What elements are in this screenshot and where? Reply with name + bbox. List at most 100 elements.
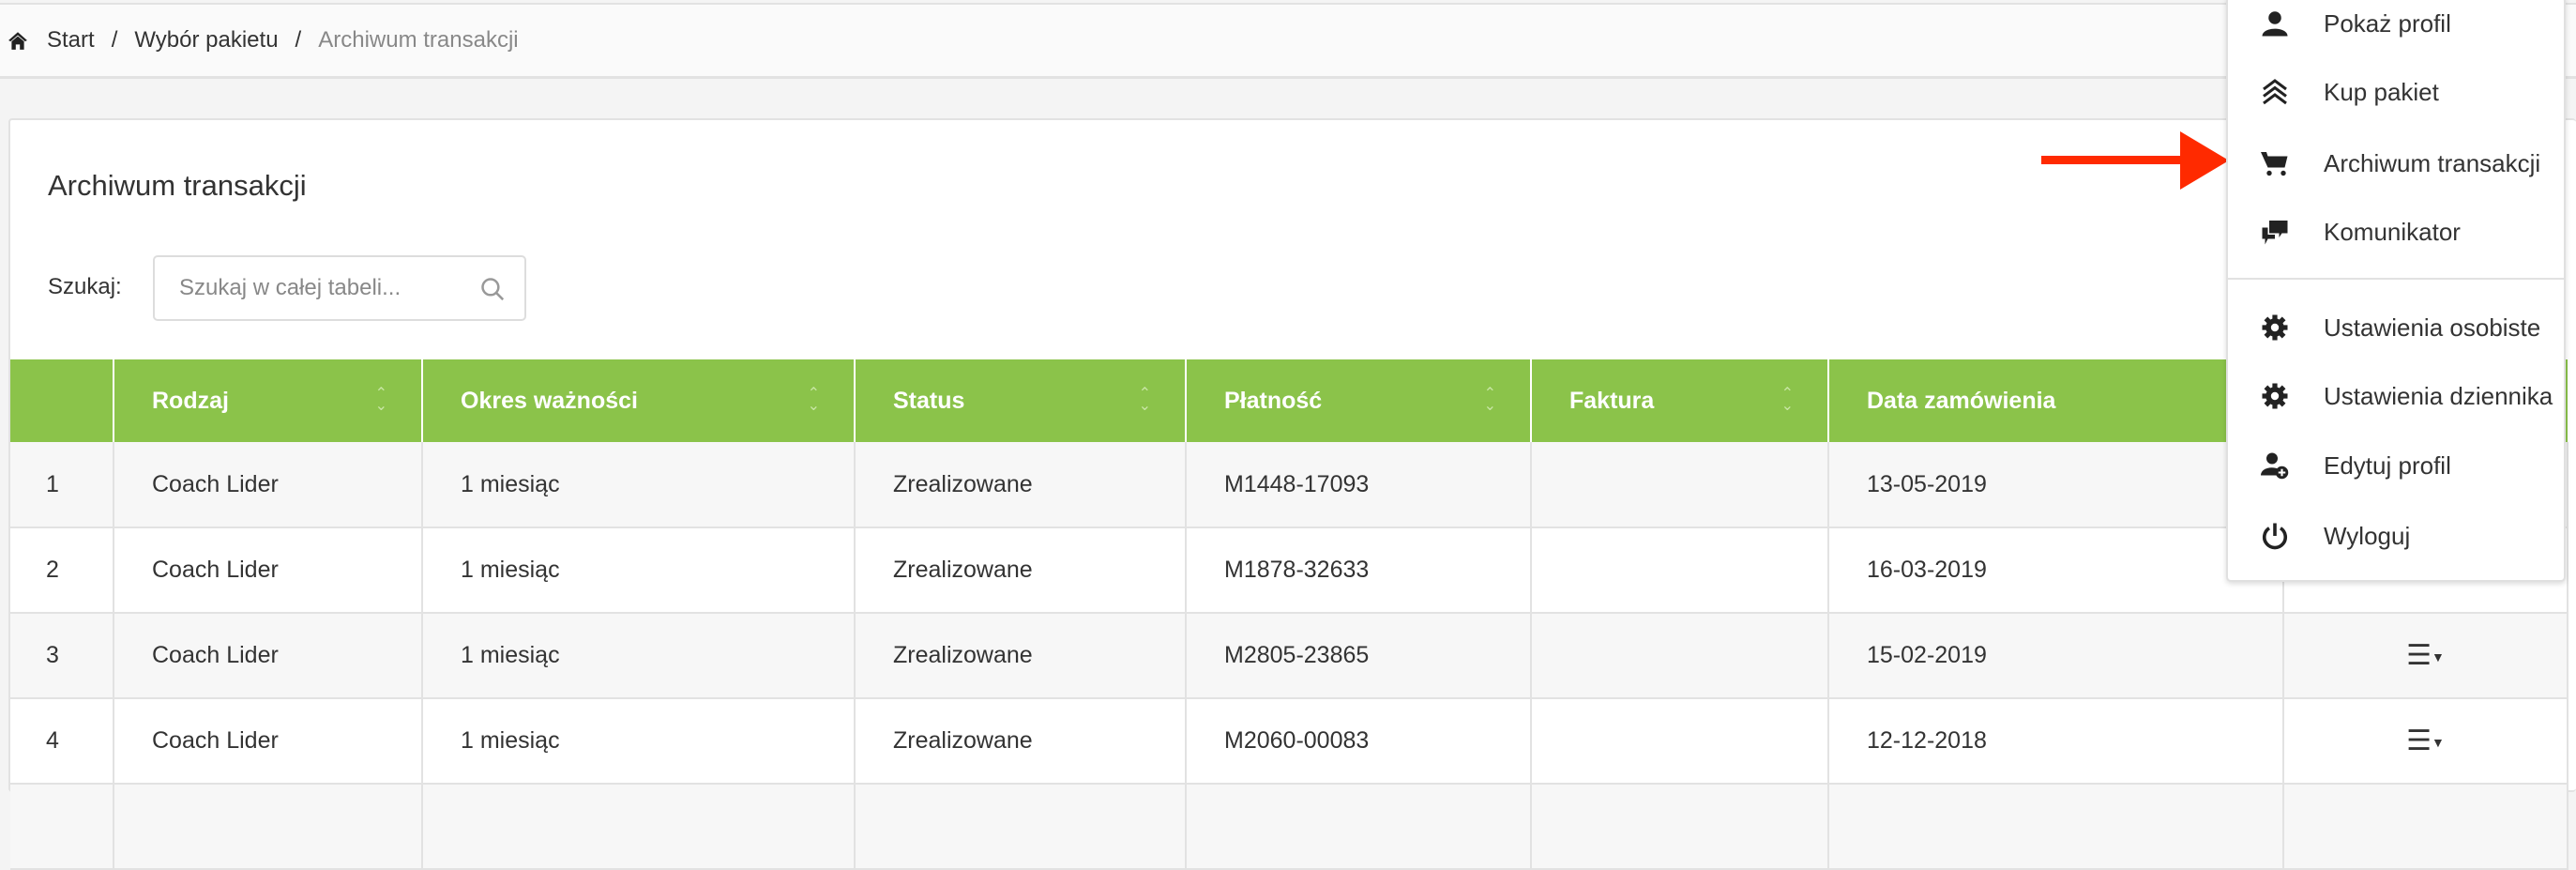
column-label: Płatność <box>1224 387 1323 414</box>
menu-item-label: Archiwum transakcji <box>2324 148 2541 177</box>
row-number: 3 <box>10 613 114 699</box>
annotation-arrow-icon <box>2041 131 2229 190</box>
empty-cell <box>854 784 1187 870</box>
menu-item-label: Kup pakiet <box>2324 77 2439 106</box>
breadcrumb-separator: / <box>295 27 302 53</box>
status-cell: Zrealizowane <box>854 527 1187 614</box>
date-cell: 12-12-2018 <box>1827 698 2284 785</box>
row-actions-menu-button[interactable]: ☰▼ <box>2282 698 2568 785</box>
payment-cell: M2060-00083 <box>1185 698 1532 785</box>
power-icon <box>2262 523 2288 550</box>
search-input[interactable]: Szukaj w całej tabeli... <box>153 255 526 321</box>
column-label: Faktura <box>1569 387 1655 414</box>
payment-cell: M2805-23865 <box>1185 613 1532 699</box>
search-placeholder: Szukaj w całej tabeli... <box>179 275 402 300</box>
cart-icon <box>2261 152 2288 176</box>
column-header-status[interactable]: Status ⌃ ⌄ <box>854 359 1186 442</box>
column-label: Okres ważności <box>461 387 638 414</box>
row-number: 2 <box>10 527 114 614</box>
hamburger-caret-icon[interactable]: ☰▼ <box>2406 725 2445 756</box>
menu-item-archiwum-transakcji[interactable]: Archiwum transakcji <box>2228 135 2564 191</box>
empty-cell <box>2282 784 2568 870</box>
user-plus-icon <box>2261 452 2289 480</box>
period-cell: 1 miesiąc <box>421 698 856 785</box>
gear-icon <box>2262 383 2288 409</box>
transactions-table: Rodzaj ⌃ ⌄ Okres ważności ⌃ ⌄ Status ⌃ ⌄ Płatn… <box>10 359 2568 870</box>
sort-icon[interactable]: ⌃ ⌄ <box>1780 386 1794 414</box>
sort-icon[interactable]: ⌃ ⌄ <box>1138 386 1151 414</box>
type-cell: Coach Lider <box>113 527 423 614</box>
home-icon <box>8 32 27 50</box>
invoice-cell <box>1530 527 1829 614</box>
empty-cell <box>10 784 114 870</box>
empty-cell <box>1530 784 1829 870</box>
menu-item-label: Ustawienia osobiste <box>2324 313 2541 342</box>
invoice-cell <box>1530 442 1829 528</box>
sort-icon[interactable]: ⌃ ⌄ <box>374 386 387 414</box>
table-row: 4 Coach Lider 1 miesiąc Zrealizowane M2060-0… <box>10 698 2568 785</box>
sort-icon[interactable]: ⌃ ⌄ <box>1483 386 1496 414</box>
empty-cell <box>113 784 423 870</box>
breadcrumb-start[interactable]: Start <box>47 27 95 53</box>
column-label: Data zamówienia <box>1867 387 2056 414</box>
date-cell: 15-02-2019 <box>1827 613 2284 699</box>
hamburger-caret-icon[interactable]: ☰▼ <box>2406 640 2445 671</box>
status-cell: Zrealizowane <box>854 698 1187 785</box>
date-cell: 13-05-2019 <box>1827 442 2284 528</box>
table-row: 1 Coach Lider 1 miesiąc Zrealizowane M1448-1… <box>10 442 2568 528</box>
breadcrumb-package[interactable]: Wybór pakietu <box>134 27 279 53</box>
user-dropdown-menu: Pokaż profil Kup pakiet Archiwum transakcj… <box>2226 0 2566 582</box>
menu-item-label: Ustawienia dziennika <box>2324 381 2553 410</box>
column-label: Status <box>893 387 965 414</box>
menu-item-wyloguj[interactable]: Wyloguj <box>2228 508 2564 564</box>
empty-cell <box>1827 784 2284 870</box>
column-header-type[interactable]: Rodzaj ⌃ ⌄ <box>113 359 422 442</box>
gear-icon <box>2262 314 2288 341</box>
menu-divider <box>2228 278 2564 280</box>
breadcrumb: Start / Wybór pakietu / Archiwum transak… <box>0 3 2576 79</box>
user-icon <box>2262 11 2288 37</box>
menu-item-label: Komunikator <box>2324 217 2461 246</box>
status-cell: Zrealizowane <box>854 613 1187 699</box>
menu-item-kup-pakiet[interactable]: Kup pakiet <box>2228 64 2564 120</box>
chat-icon <box>2262 221 2288 245</box>
row-number: 1 <box>10 442 114 528</box>
search-label: Szukaj: <box>48 274 122 299</box>
invoice-cell <box>1530 698 1829 785</box>
date-cell: 16-03-2019 <box>1827 527 2284 614</box>
payment-cell: M1448-17093 <box>1185 442 1532 528</box>
menu-item-komunikator[interactable]: Komunikator <box>2228 204 2564 260</box>
period-cell: 1 miesiąc <box>421 442 856 528</box>
page-title: Archiwum transakcji <box>48 169 307 202</box>
type-cell: Coach Lider <box>113 442 423 528</box>
column-header-date[interactable]: Data zamówienia <box>1827 359 2283 442</box>
transactions-card: Archiwum transakcji Szukaj: Szukaj w cał… <box>8 118 2576 870</box>
row-number: 4 <box>10 698 114 785</box>
menu-item-ustawienia-dziennika[interactable]: Ustawienia dziennika <box>2228 368 2564 424</box>
column-header-invoice[interactable]: Faktura ⌃ ⌄ <box>1530 359 1828 442</box>
column-header-payment[interactable]: Płatność ⌃ ⌄ <box>1185 359 1531 442</box>
menu-item-label: Pokaż profil <box>2324 8 2451 38</box>
menu-item-label: Edytuj profil <box>2324 450 2451 480</box>
table-row: 2 Coach Lider 1 miesiąc Zrealizowane M1878-3… <box>10 527 2568 614</box>
row-actions-menu-button[interactable]: ☰▼ <box>2282 613 2568 699</box>
column-header-no <box>10 359 114 442</box>
search-icon <box>481 278 505 301</box>
menu-item-edytuj-profil[interactable]: Edytuj profil <box>2228 437 2564 494</box>
empty-cell <box>1185 784 1532 870</box>
period-cell: 1 miesiąc <box>421 527 856 614</box>
status-cell: Zrealizowane <box>854 442 1187 528</box>
menu-item-poka-profil[interactable]: Pokaż profil <box>2228 0 2564 52</box>
menu-item-ustawienia-osobiste[interactable]: Ustawienia osobiste <box>2228 299 2564 356</box>
breadcrumb-separator: / <box>111 27 118 53</box>
table-row-partial <box>10 784 2568 870</box>
column-header-period[interactable]: Okres ważności ⌃ ⌄ <box>421 359 855 442</box>
column-label: Rodzaj <box>152 387 229 414</box>
breadcrumb-current: Archiwum transakcji <box>318 27 519 53</box>
chevrons-up-icon <box>2263 79 2287 105</box>
type-cell: Coach Lider <box>113 698 423 785</box>
sort-icon[interactable]: ⌃ ⌄ <box>807 386 820 414</box>
table-row: 3 Coach Lider 1 miesiąc Zrealizowane M2805-2… <box>10 613 2568 699</box>
empty-cell <box>421 784 856 870</box>
menu-item-label: Wyloguj <box>2324 521 2411 550</box>
